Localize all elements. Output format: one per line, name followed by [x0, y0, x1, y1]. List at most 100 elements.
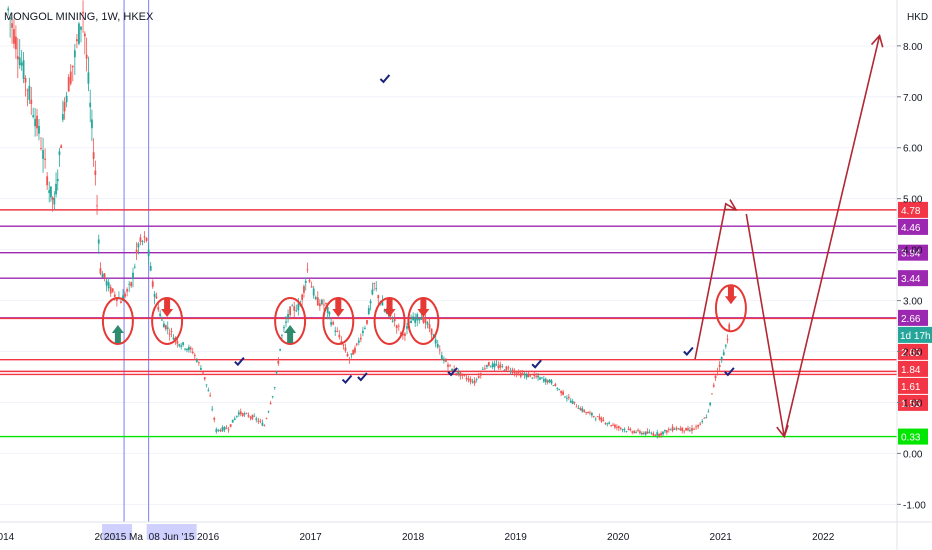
candle-body [445, 359, 447, 362]
level-tag-label: 2.65 [901, 348, 921, 359]
candle-body [461, 373, 464, 376]
candle-body [627, 428, 630, 430]
candle-body [420, 317, 423, 320]
candle-body [26, 89, 29, 91]
candle-body [556, 388, 559, 389]
up-arrow-icon [284, 324, 297, 343]
horizontal-levels[interactable]: 4.78 4.46 3.94 3.44 2.66 1d 17h 2.65 1.84 1.61 1.… [0, 201, 932, 445]
candle-body [137, 243, 140, 248]
candle-body [120, 301, 122, 304]
level-tag[interactable] [898, 244, 928, 261]
signal-circle[interactable] [274, 296, 307, 345]
candle-body [48, 190, 51, 194]
candle-body [683, 430, 686, 432]
checkmark-icon[interactable] [531, 359, 542, 369]
candle-body [316, 297, 319, 306]
candle-body [573, 401, 576, 403]
candle-body [263, 425, 266, 427]
signal-circle[interactable] [407, 296, 440, 345]
candle-body [191, 351, 194, 354]
candle-body [168, 333, 171, 335]
candle-body [141, 241, 144, 242]
candle-body [231, 419, 234, 423]
candle-body [209, 395, 212, 397]
candle-body [658, 433, 661, 436]
candle-body [623, 429, 626, 430]
checkmark-icon[interactable] [379, 74, 391, 84]
signal-circle[interactable] [151, 296, 184, 345]
candle-body [585, 412, 588, 413]
projection-arrowhead[interactable] [870, 34, 884, 48]
candle-body [531, 377, 534, 379]
candle-body [243, 413, 246, 415]
candle-body [330, 322, 333, 325]
level-tag[interactable] [898, 343, 928, 360]
candle-body [639, 431, 641, 434]
candle-body [36, 115, 38, 129]
projection-arrows[interactable] [694, 34, 884, 439]
candle-body [340, 340, 343, 344]
level-tag-label: 4.46 [901, 223, 921, 234]
candle-body [69, 71, 72, 84]
candle-body [320, 299, 323, 305]
projection-arrowhead[interactable] [776, 424, 789, 439]
candle-body [716, 370, 719, 372]
y-axis[interactable]: 8.00 7.00 6.00 5.00 4.00 3.00 2.00 1.00 0.00 -1.0… [896, 0, 926, 550]
candle-body [665, 430, 668, 433]
candle-body [562, 391, 564, 395]
candle-body [197, 362, 200, 364]
candle-body [515, 372, 518, 375]
x-tick-label: 2018 [402, 532, 425, 543]
level-tag[interactable] [898, 270, 928, 287]
projection-line[interactable] [694, 202, 737, 360]
signal-circle[interactable] [373, 296, 406, 345]
candle-body [447, 364, 449, 367]
down-arrow-icon [161, 298, 174, 317]
candle-body [312, 288, 315, 296]
candle-body [257, 420, 260, 422]
candle-body [469, 379, 472, 382]
candle-body [109, 287, 112, 294]
checkmark-icon[interactable] [683, 346, 694, 356]
candle-body [404, 333, 406, 336]
level-tag[interactable] [898, 428, 928, 445]
candle-body [344, 347, 347, 351]
level-tag[interactable] [898, 218, 928, 235]
candle-body [132, 272, 134, 280]
x-axis[interactable]: 2014201520162017201820192020202120222015… [0, 521, 932, 543]
checkmarks[interactable] [234, 74, 735, 384]
signal-circle[interactable] [322, 296, 355, 345]
candle-body [617, 426, 620, 428]
level-tag[interactable] [898, 201, 928, 218]
checkmark-icon[interactable] [357, 372, 368, 382]
signal-circle[interactable] [101, 296, 134, 345]
countdown-tag[interactable] [898, 326, 932, 343]
candle-body [336, 331, 339, 333]
checkmark-icon[interactable] [341, 374, 353, 384]
signal-circle[interactable] [714, 284, 747, 333]
level-tag[interactable] [898, 309, 928, 326]
candle-body [170, 331, 173, 332]
candle-body [207, 390, 210, 392]
candle-body [685, 427, 687, 431]
candle-body [342, 344, 345, 346]
projection-arrowhead[interactable] [724, 199, 738, 211]
x-tick-label: 2020 [607, 532, 630, 543]
candle-body [227, 429, 230, 431]
candle-body [399, 332, 402, 335]
x-tick-label: 2021 [710, 532, 733, 543]
checkmark-icon[interactable] [724, 367, 735, 377]
candle-body [569, 400, 572, 403]
checkmark-icon[interactable] [447, 367, 458, 377]
level-tag[interactable] [898, 360, 928, 377]
candle-body [654, 435, 657, 436]
level-tag[interactable] [898, 394, 928, 411]
candle-body [259, 420, 262, 422]
candle-body [359, 337, 362, 340]
checkmark-icon[interactable] [234, 357, 245, 367]
signals[interactable] [101, 284, 747, 345]
candle-body [193, 354, 196, 356]
level-tag[interactable] [898, 377, 928, 394]
candle-body [656, 432, 659, 436]
